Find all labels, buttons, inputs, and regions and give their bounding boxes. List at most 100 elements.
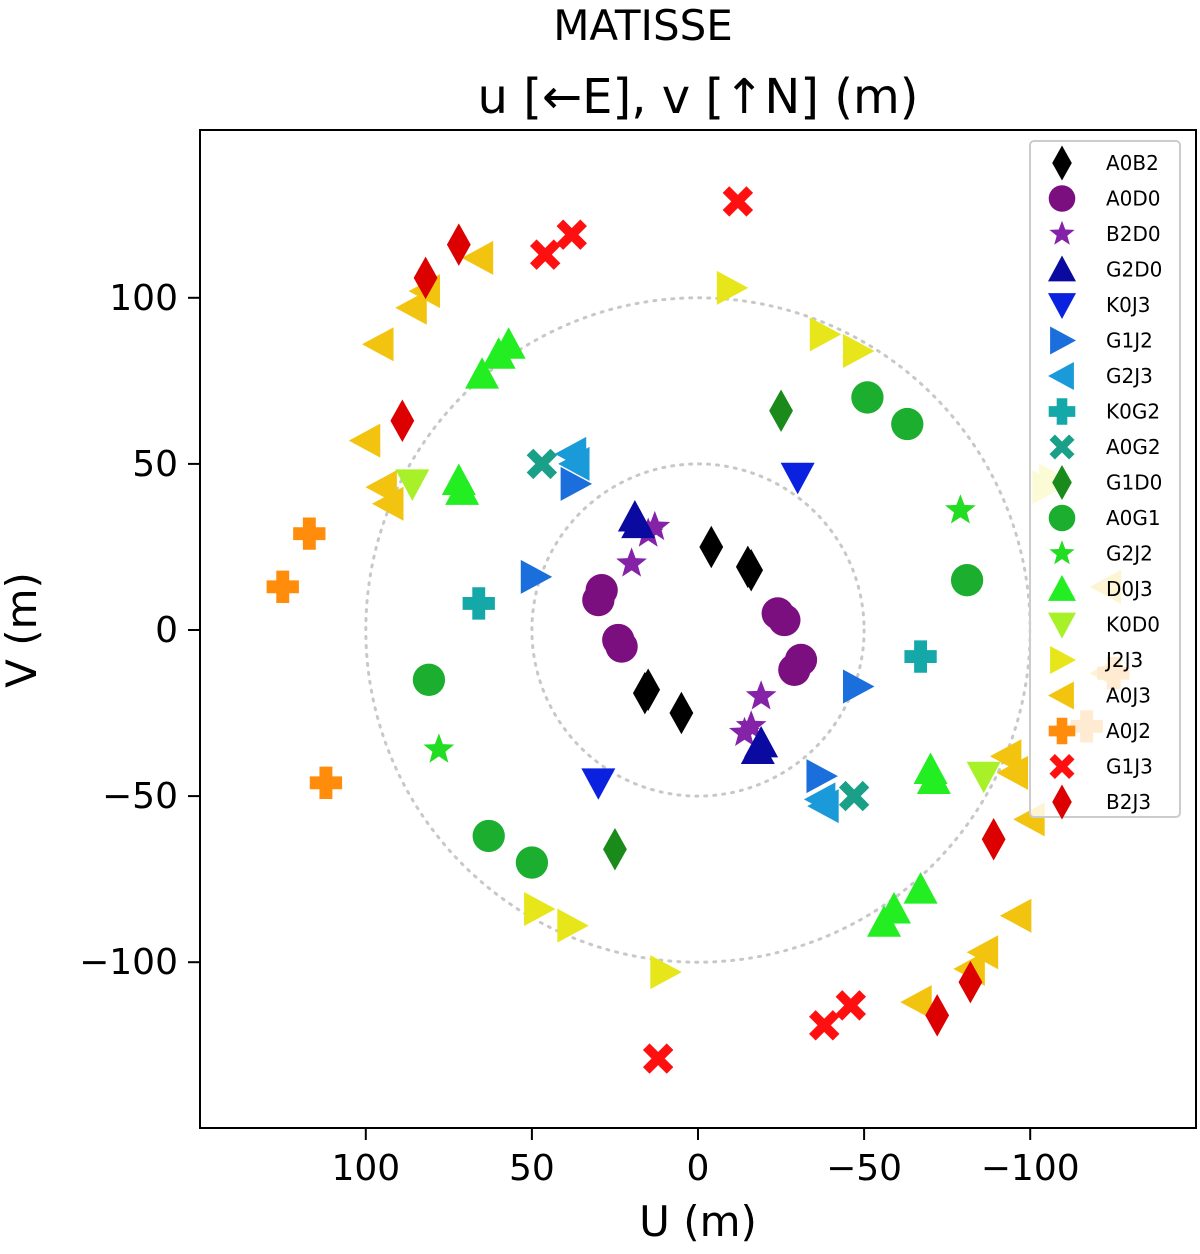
- legend-marker: [1048, 717, 1076, 745]
- data-point: [768, 603, 801, 637]
- legend-marker: [1048, 575, 1076, 601]
- legend-label: A0J3: [1106, 684, 1151, 708]
- x-axis-ticks: 100 50 0 −50 −100: [331, 1128, 1080, 1189]
- legend-marker: [1050, 646, 1076, 674]
- data-point: [716, 270, 749, 305]
- legend-marker: [1052, 784, 1072, 820]
- data-point: [835, 990, 867, 1021]
- legend-marker: [1048, 362, 1074, 390]
- legend-label: A0J2: [1106, 719, 1151, 743]
- data-point: [348, 423, 381, 458]
- data-point: [372, 486, 404, 521]
- y-tick-label: 0: [155, 610, 178, 651]
- legend-marker: [1048, 504, 1076, 532]
- reference-circle: [364, 296, 1032, 964]
- legend-marker: [1048, 255, 1076, 282]
- data-point: [293, 517, 326, 550]
- data-point: [780, 462, 815, 495]
- data-point: [621, 506, 656, 539]
- legend-box: [1029, 140, 1181, 818]
- y-tick-label: 50: [132, 444, 178, 485]
- data-point: [903, 872, 938, 904]
- data-point: [999, 898, 1032, 933]
- data-point: [769, 389, 793, 432]
- chart-subtitle: u [←E], v [↑N] (m): [478, 69, 919, 125]
- data-point: [958, 960, 983, 1004]
- data-point: [556, 219, 587, 250]
- legend-marker: [1049, 220, 1075, 245]
- data-point: [395, 290, 427, 325]
- legend-label: K0J3: [1106, 293, 1150, 317]
- data-point: [639, 510, 671, 541]
- data-point: [529, 239, 561, 270]
- data-point: [809, 1010, 840, 1041]
- data-point: [669, 691, 694, 735]
- legend-marker: [1052, 145, 1072, 181]
- data-point: [904, 640, 937, 673]
- legend-label: A0G1: [1106, 506, 1161, 530]
- data-point: [309, 766, 343, 799]
- data-point: [526, 448, 558, 480]
- data-point: [395, 469, 430, 501]
- legend-marker: [1048, 185, 1076, 212]
- data-point: [778, 653, 811, 687]
- data-point: [843, 333, 875, 368]
- legend-label: G2D0: [1106, 258, 1162, 282]
- data-point: [472, 819, 505, 853]
- data-point: [362, 327, 394, 362]
- data-point: [806, 759, 838, 794]
- legend-label: G2J3: [1106, 364, 1153, 388]
- chart-title: MATISSE: [553, 1, 733, 50]
- data-point: [722, 186, 754, 217]
- data-point: [843, 669, 875, 704]
- data-point: [558, 446, 590, 481]
- data-point: [390, 399, 415, 442]
- data-point: [413, 256, 438, 300]
- data-point: [520, 559, 553, 594]
- data-point: [412, 663, 446, 696]
- reference-circle: [530, 462, 866, 798]
- legend-label: A0B2: [1106, 151, 1159, 175]
- data-point: [945, 494, 976, 524]
- x-tick-label: −50: [826, 1148, 902, 1189]
- data-point: [913, 752, 948, 784]
- data-point: [582, 583, 615, 617]
- reference-circles: [364, 296, 1032, 964]
- data-point: [900, 985, 932, 1020]
- legend-marker: [1048, 681, 1074, 710]
- data-point: [462, 587, 495, 620]
- data-point: [650, 955, 682, 990]
- x-tick-label: 50: [509, 1148, 555, 1189]
- data-point: [461, 240, 494, 275]
- legend-marker: [1052, 465, 1072, 500]
- y-axis-label: V (m): [0, 572, 46, 688]
- legend-label: B2D0: [1106, 222, 1161, 246]
- y-tick-label: 100: [109, 278, 178, 319]
- data-point: [925, 994, 950, 1037]
- legend-marker: [1049, 753, 1075, 780]
- legend-label: K0D0: [1106, 613, 1160, 637]
- data-point: [446, 223, 471, 266]
- y-axis-ticks: 100 50 0 −50 −100: [79, 278, 200, 983]
- x-tick-label: −100: [981, 1148, 1080, 1189]
- data-point: [851, 381, 884, 414]
- legend-marker: [1049, 434, 1075, 460]
- data-point: [745, 680, 777, 710]
- y-tick-label: −50: [102, 776, 178, 817]
- legend-label: J2J3: [1104, 648, 1143, 672]
- legend-marker: [1049, 540, 1075, 565]
- legend-marker: [1048, 293, 1076, 319]
- data-points: [266, 186, 1130, 1074]
- data-point: [481, 337, 516, 369]
- x-tick-label: 0: [687, 1148, 710, 1189]
- data-point: [809, 317, 842, 352]
- legend-label: A0G2: [1106, 435, 1161, 459]
- data-point: [838, 780, 870, 812]
- data-point: [581, 768, 616, 800]
- legend-label: G1J3: [1106, 755, 1153, 779]
- data-point: [605, 630, 638, 663]
- data-point: [966, 761, 1001, 794]
- data-point: [445, 473, 480, 505]
- legend-marker: [1050, 326, 1076, 355]
